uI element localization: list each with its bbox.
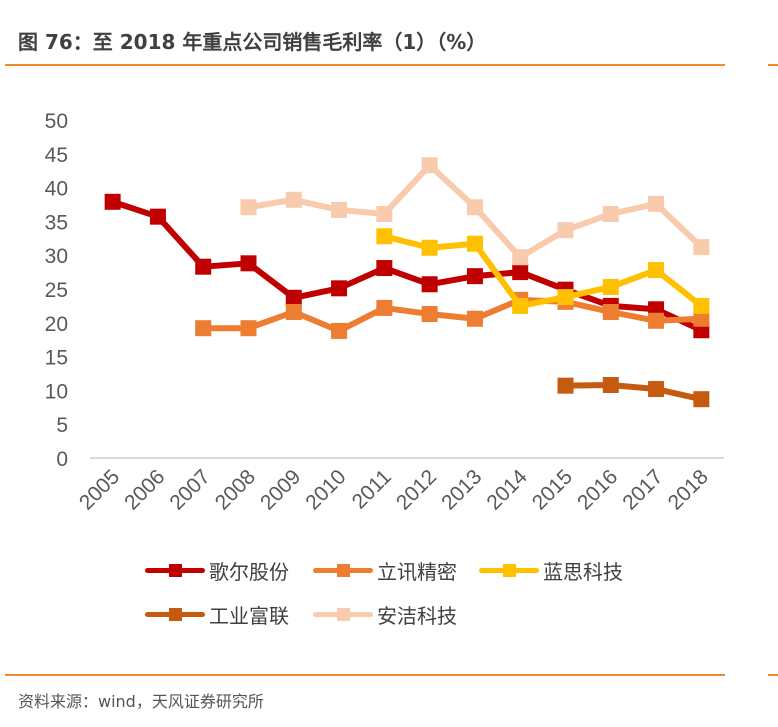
y-tick-label: 30 — [45, 245, 68, 268]
data-point-marker — [648, 195, 665, 212]
y-tick-label: 0 — [56, 448, 68, 471]
y-tick-label: 15 — [45, 347, 68, 370]
legend-item-luxshare: 立讯精密 — [311, 555, 457, 585]
line-chart: 0 5 10 15 20 25 30 35 40 45 50 2005200620072008200… — [45, 110, 724, 515]
x-tick-label: 2010 — [301, 465, 350, 514]
data-point-marker — [648, 381, 665, 398]
x-tick-label: 2016 — [573, 465, 622, 514]
legend-label: 安洁科技 — [377, 603, 457, 628]
x-axis-ticks: 2005200620072008200920102011201220132014… — [75, 465, 713, 515]
legend-swatch-icon — [311, 599, 375, 629]
data-point-marker — [602, 205, 619, 222]
x-tick-label: 2012 — [392, 465, 441, 514]
data-point-marker — [466, 310, 483, 327]
series-2 — [376, 228, 710, 314]
legend-label: 立讯精密 — [377, 559, 457, 584]
legend-label: 蓝思科技 — [543, 559, 623, 584]
data-point-marker — [376, 299, 393, 316]
data-point-marker — [466, 268, 483, 285]
data-point-marker — [285, 289, 302, 306]
data-point-marker — [104, 193, 121, 210]
x-tick-label: 2007 — [165, 465, 214, 514]
x-tick-label: 2006 — [120, 465, 169, 514]
series-line — [562, 381, 705, 403]
data-point-marker — [376, 205, 393, 222]
y-tick-label: 50 — [45, 110, 68, 133]
x-tick-label: 2015 — [528, 465, 577, 514]
series-0 — [104, 193, 710, 339]
data-point-marker — [195, 258, 212, 275]
data-point-marker — [421, 306, 438, 323]
x-tick-label: 2009 — [256, 465, 305, 514]
x-tick-label: 2005 — [75, 465, 124, 514]
legend-item-lens: 蓝思科技 — [477, 555, 623, 585]
legend-label: 工业富联 — [209, 603, 289, 628]
legend-item-goertek: 歌尔股份 — [143, 555, 289, 585]
data-point-marker — [285, 191, 302, 208]
data-point-marker — [512, 297, 529, 314]
data-point-marker — [557, 377, 574, 394]
y-tick-label: 5 — [56, 414, 68, 437]
data-point-marker — [512, 249, 529, 266]
top-rule — [5, 64, 725, 66]
data-point-marker — [602, 376, 619, 393]
legend-item-fii: 工业富联 — [143, 599, 289, 629]
legend-item-anjie: 安洁科技 — [311, 599, 457, 629]
data-point-marker — [693, 239, 710, 256]
data-point-marker — [376, 260, 393, 277]
data-point-marker — [602, 303, 619, 320]
data-point-marker — [240, 255, 257, 272]
y-tick-label: 40 — [45, 178, 68, 201]
bottom-rule-stub — [768, 674, 778, 676]
data-point-marker — [512, 264, 529, 281]
data-point-marker — [195, 320, 212, 337]
data-point-marker — [693, 391, 710, 408]
data-point-marker — [331, 322, 348, 339]
y-tick-label: 10 — [45, 380, 68, 403]
data-point-marker — [240, 199, 257, 216]
data-point-marker — [693, 310, 710, 327]
series-3 — [557, 376, 710, 408]
bottom-rule — [5, 674, 725, 676]
data-point-marker — [331, 280, 348, 297]
x-tick-label: 2014 — [482, 465, 532, 515]
y-tick-label: 25 — [45, 279, 68, 302]
y-tick-label: 20 — [45, 313, 68, 336]
data-point-marker — [466, 235, 483, 252]
legend-swatch-icon — [311, 555, 375, 585]
y-axis-ticks: 0 5 10 15 20 25 30 35 40 45 50 — [45, 110, 68, 471]
x-tick-label: 2011 — [348, 465, 396, 513]
series-layer — [104, 157, 710, 408]
data-point-marker — [693, 297, 710, 314]
legend-swatch-icon — [143, 555, 207, 585]
data-point-marker — [648, 312, 665, 329]
data-point-marker — [421, 157, 438, 174]
data-point-marker — [557, 222, 574, 239]
y-tick-label: 45 — [45, 144, 68, 167]
data-point-marker — [376, 228, 393, 245]
data-point-marker — [331, 201, 348, 218]
y-tick-label: 35 — [45, 211, 68, 234]
chart-title: 图 76：至 2018 年重点公司销售毛利率（1）（%） — [18, 30, 487, 54]
x-tick-label: 2017 — [618, 465, 667, 514]
series-4 — [240, 157, 710, 266]
x-tick-label: 2008 — [211, 465, 260, 514]
data-point-marker — [421, 239, 438, 256]
data-point-marker — [285, 303, 302, 320]
data-point-marker — [557, 289, 574, 306]
data-point-marker — [240, 320, 257, 337]
data-point-marker — [648, 262, 665, 279]
source-note: 资料来源：wind，天风证券研究所 — [18, 692, 264, 711]
legend-label: 歌尔股份 — [209, 559, 289, 584]
x-tick-label: 2018 — [664, 465, 713, 514]
data-point-marker — [421, 276, 438, 293]
data-point-marker — [149, 208, 166, 225]
x-tick-label: 2013 — [437, 465, 486, 514]
series-1 — [195, 291, 710, 339]
data-point-marker — [466, 199, 483, 216]
legend-swatch-icon — [477, 555, 541, 585]
top-rule-stub — [768, 64, 778, 66]
legend-swatch-icon — [143, 599, 207, 629]
data-point-marker — [602, 278, 619, 295]
